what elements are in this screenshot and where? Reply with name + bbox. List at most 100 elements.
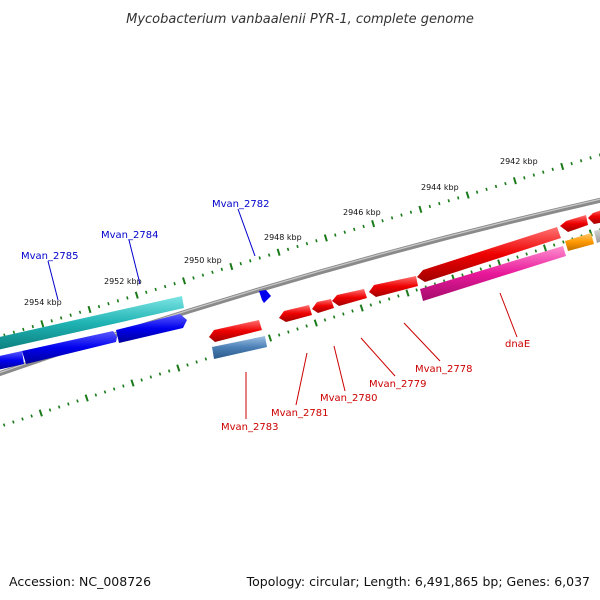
major-tick [313,319,318,327]
minor-tick [397,294,400,298]
scale-label: 2944 kbp [421,183,459,192]
major-tick [267,334,273,342]
minor-tick [315,239,318,243]
gene-arrow-pink[interactable] [420,246,566,301]
forward-features [0,290,271,370]
leader-line [360,337,396,377]
major-tick [465,191,470,199]
minor-tick [387,297,391,301]
leader-line [47,260,59,301]
gene-label-mvan-2785[interactable]: Mvan_2785 [21,251,78,262]
major-tick [40,320,45,328]
scale-label: 2950 kbp [184,256,222,265]
minor-tick [50,319,53,323]
gene-label-mvan-2783[interactable]: Mvan_2783 [221,422,278,433]
minor-tick [378,300,382,304]
minor-tick [287,330,290,334]
gene-arrow-mvan-2778[interactable] [369,276,418,297]
minor-tick [390,216,394,220]
gene-label-mvan-2779[interactable]: Mvan_2779 [369,379,426,390]
gene-arrow-gray-edge[interactable] [594,228,600,243]
leader-line [499,292,518,338]
minor-tick [12,330,16,334]
minor-tick [249,259,252,263]
gene-arrow-blue-right[interactable] [116,314,187,343]
major-tick [130,379,135,387]
scale-label: 2946 kbp [343,208,381,217]
minor-tick [415,288,418,292]
minor-tick [258,256,261,260]
minor-tick [485,187,488,191]
major-tick [323,234,328,242]
gene-arrow-mvan-2782[interactable] [259,290,271,303]
minor-tick [579,159,583,163]
minor-tick [351,309,354,313]
minor-tick [516,255,519,259]
gene-arrow-red-1[interactable] [209,320,262,342]
scale-labels: 2942 kbp 2944 kbp 2946 kbp 2948 kbp 2950… [24,157,538,307]
map-title: Mycobacterium vanbaalenii PYR-1, complet… [126,12,474,27]
minor-tick [195,360,198,364]
gene-arrow-blue-left[interactable] [22,331,117,364]
minor-tick [140,378,143,382]
minor-tick [323,318,327,322]
gene-arrow-mvan-2781[interactable] [279,305,312,322]
gene-label-dnae[interactable]: dnaE [505,339,530,350]
minor-tick [494,184,498,189]
gene-arrow-mvan-2783[interactable] [212,336,267,359]
minor-tick [552,243,556,247]
gene-label-mvan-2782[interactable]: Mvan_2782 [212,199,269,210]
minor-tick [22,327,25,332]
major-tick [87,305,92,314]
minor-tick [149,375,153,379]
gene-arrow-mvan-2779[interactable] [332,289,367,306]
gene-label-mvan-2780[interactable]: Mvan_2780 [320,393,377,404]
minor-tick [67,402,70,406]
leader-line [333,345,346,392]
leader-line [128,239,141,285]
minor-tick [353,227,356,232]
gene-arrow-mvan-2785[interactable] [0,296,184,350]
gene-label-mvan-2781[interactable]: Mvan_2781 [271,408,328,419]
minor-tick [78,310,82,314]
major-tick [418,205,423,213]
accession-text: Accession: NC_008726 [9,574,151,589]
minor-tick [428,204,432,209]
minor-tick [305,241,309,246]
forward-gene-labels: Mvan_2782 Mvan_2784 Mvan_2785 [21,199,269,301]
genome-backbone [0,197,600,377]
minor-tick [192,276,195,280]
gene-arrow-red-right[interactable] [560,215,588,232]
minor-tick [507,258,510,262]
minor-tick [173,281,176,286]
minor-tick [220,267,224,272]
minor-tick [532,173,536,177]
major-tick [38,409,43,417]
minor-tick [343,230,346,234]
minor-tick [461,273,464,277]
outer-tick-track [3,153,600,337]
minor-tick [438,201,441,206]
gene-arrow-red-edge[interactable] [588,209,600,224]
minor-tick [504,181,507,186]
minor-tick [369,303,373,307]
gene-label-mvan-2784[interactable]: Mvan_2784 [101,230,158,241]
major-tick [371,220,376,228]
minor-tick [145,290,148,294]
minor-tick [334,233,337,237]
gene-label-mvan-2778[interactable]: Mvan_2778 [415,364,472,375]
minor-tick [409,210,413,214]
gene-arrow-orange[interactable] [565,233,594,251]
minor-tick [296,244,299,249]
minor-tick [21,417,24,421]
minor-tick [525,252,528,256]
reverse-gene-labels: dnaE Mvan_2778 Mvan_2779 Mvan_2780 Mvan_… [221,292,530,433]
minor-tick [122,384,125,388]
minor-tick [239,261,242,266]
gene-arrow-dnae[interactable] [417,227,561,282]
minor-tick [523,176,526,180]
gene-arrow-mvan-2784[interactable] [0,351,24,370]
minor-tick [31,324,34,329]
gene-arrow-mvan-2780[interactable] [312,299,334,313]
minor-tick [97,304,101,309]
